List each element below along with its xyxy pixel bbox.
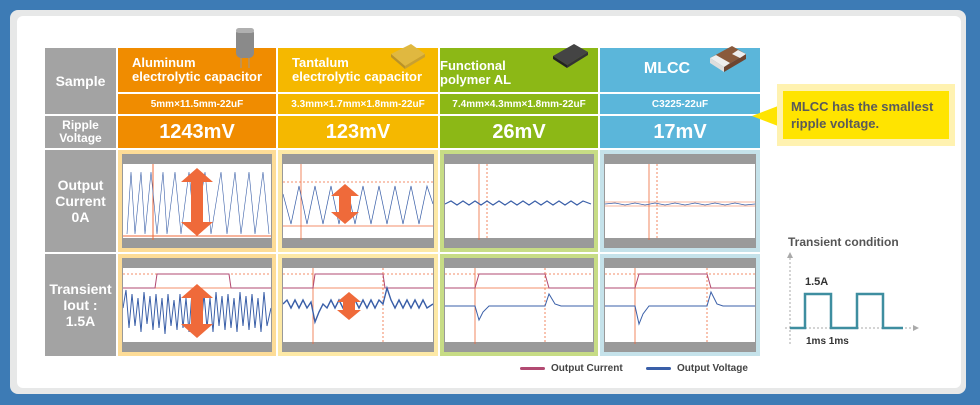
scope-polymer-0a xyxy=(440,150,598,252)
aluminum-name-line2: electrolytic capacitor xyxy=(132,69,263,84)
transient-pulse-diagram xyxy=(785,252,919,344)
aluminum-name-line1: Aluminum xyxy=(132,55,196,70)
spec-functional-polymer: 7.4mm×4.3mm×1.8mm-22uF xyxy=(440,94,598,114)
row-header-ripple-line1: Ripple xyxy=(62,118,99,132)
callout-box: MLCC has the smallest ripple voltage. xyxy=(777,84,955,146)
row-header-tr-line2: Iout : xyxy=(63,297,98,313)
ripple-arrow-icon xyxy=(337,292,361,320)
ripple-arrow-icon xyxy=(331,184,359,224)
ripple-mlcc: 17mV xyxy=(600,116,760,148)
transient-amplitude-label: 1.5A xyxy=(805,276,829,288)
mlcc-chip-icon xyxy=(710,46,746,72)
ripple-arrow-icon xyxy=(181,284,213,338)
spec-aluminum: 5mm×11.5mm-22uF xyxy=(118,94,276,114)
row-header-oc-line2: Current xyxy=(55,193,106,209)
transient-timing-label: 1ms 1ms xyxy=(806,336,849,347)
scope-aluminum-transient xyxy=(118,254,276,356)
ripple-mlcc-value: 17mV xyxy=(653,120,707,143)
ripple-polymer-value: 26mV xyxy=(492,120,546,143)
legend-output-current: Output Current xyxy=(520,363,623,374)
polymer-name-line2: polymer AL xyxy=(440,72,512,87)
aluminum-capacitor-icon xyxy=(236,28,254,68)
legend-voltage-label: Output Voltage xyxy=(677,363,748,374)
row-header-sample-label: Sample xyxy=(55,73,106,89)
tantalum-capacitor-icon xyxy=(391,44,425,69)
mlcc-name: MLCC xyxy=(643,60,691,77)
ripple-functional-polymer: 26mV xyxy=(440,116,598,148)
callout-pointer xyxy=(752,106,778,126)
legend-current-swatch xyxy=(520,367,545,370)
scope-polymer-transient xyxy=(440,254,598,356)
scope-mlcc-0a xyxy=(600,150,760,252)
scope-aluminum-0a xyxy=(118,150,276,252)
spec-mlcc-text: C3225-22uF xyxy=(651,98,709,110)
row-header-tr-line3: 1.5A xyxy=(65,313,96,329)
row-header-tr-line1: Transient xyxy=(49,281,112,297)
spec-mlcc: C3225-22uF xyxy=(600,94,760,114)
scope-tantalum-transient xyxy=(278,254,438,356)
transient-condition-title: Transient condition xyxy=(788,235,899,249)
legend-output-voltage: Output Voltage xyxy=(646,363,748,374)
spec-tantalum: 3.3mm×1.7mm×1.8mm-22uF xyxy=(278,94,438,114)
tantalum-name-line2: electrolytic capacitor xyxy=(292,69,423,84)
spec-tantalum-text: 3.3mm×1.7mm×1.8mm-22uF xyxy=(291,98,425,110)
row-header-oc-line3: 0A xyxy=(71,209,90,225)
column-header-aluminum: Aluminum electrolytic capacitor xyxy=(118,48,276,92)
ripple-aluminum-value: 1243mV xyxy=(159,120,235,143)
tantalum-name-line1: Tantalum xyxy=(292,55,349,70)
legend-voltage-swatch xyxy=(646,367,671,370)
ripple-arrow-icon xyxy=(181,168,213,236)
ripple-tantalum-value: 123mV xyxy=(325,120,391,143)
legend-current-label: Output Current xyxy=(551,363,623,374)
row-header-ripple: Ripple Voltage xyxy=(45,116,116,148)
callout-line2: ripple voltage. xyxy=(791,116,880,131)
spec-aluminum-text: 5mm×11.5mm-22uF xyxy=(150,98,244,110)
polymer-capacitor-icon xyxy=(553,44,588,68)
row-header-sample: Sample xyxy=(45,48,116,114)
polymer-name-line1: Functional xyxy=(440,58,506,73)
spec-polymer-text: 7.4mm×4.3mm×1.8mm-22uF xyxy=(452,98,586,110)
row-header-ripple-line2: Voltage xyxy=(59,131,102,145)
callout-line1: MLCC has the smallest xyxy=(791,99,934,114)
row-header-oc-line1: Output xyxy=(57,177,104,193)
ripple-aluminum: 1243mV xyxy=(118,116,276,148)
ripple-tantalum: 123mV xyxy=(278,116,438,148)
row-header-transient: Transient Iout : 1.5A xyxy=(45,254,116,356)
scope-tantalum-0a xyxy=(278,150,438,252)
scope-mlcc-transient xyxy=(600,254,760,356)
row-header-output-current: Output Current 0A xyxy=(45,150,116,252)
